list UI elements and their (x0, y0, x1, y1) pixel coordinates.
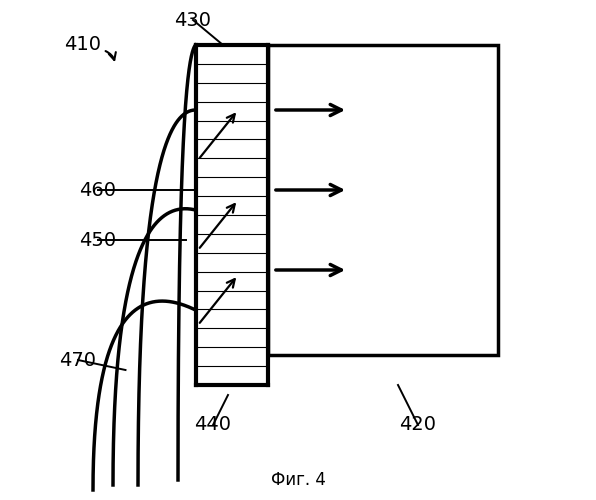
Bar (268, 45, 498, 355)
Text: 460: 460 (79, 180, 116, 200)
Text: 470: 470 (60, 350, 97, 370)
Text: 450: 450 (79, 230, 117, 250)
Text: 430: 430 (175, 10, 212, 29)
Text: 440: 440 (194, 416, 231, 434)
Text: Фиг. 4: Фиг. 4 (271, 471, 325, 489)
Text: 410: 410 (64, 36, 101, 54)
Text: 420: 420 (399, 416, 436, 434)
